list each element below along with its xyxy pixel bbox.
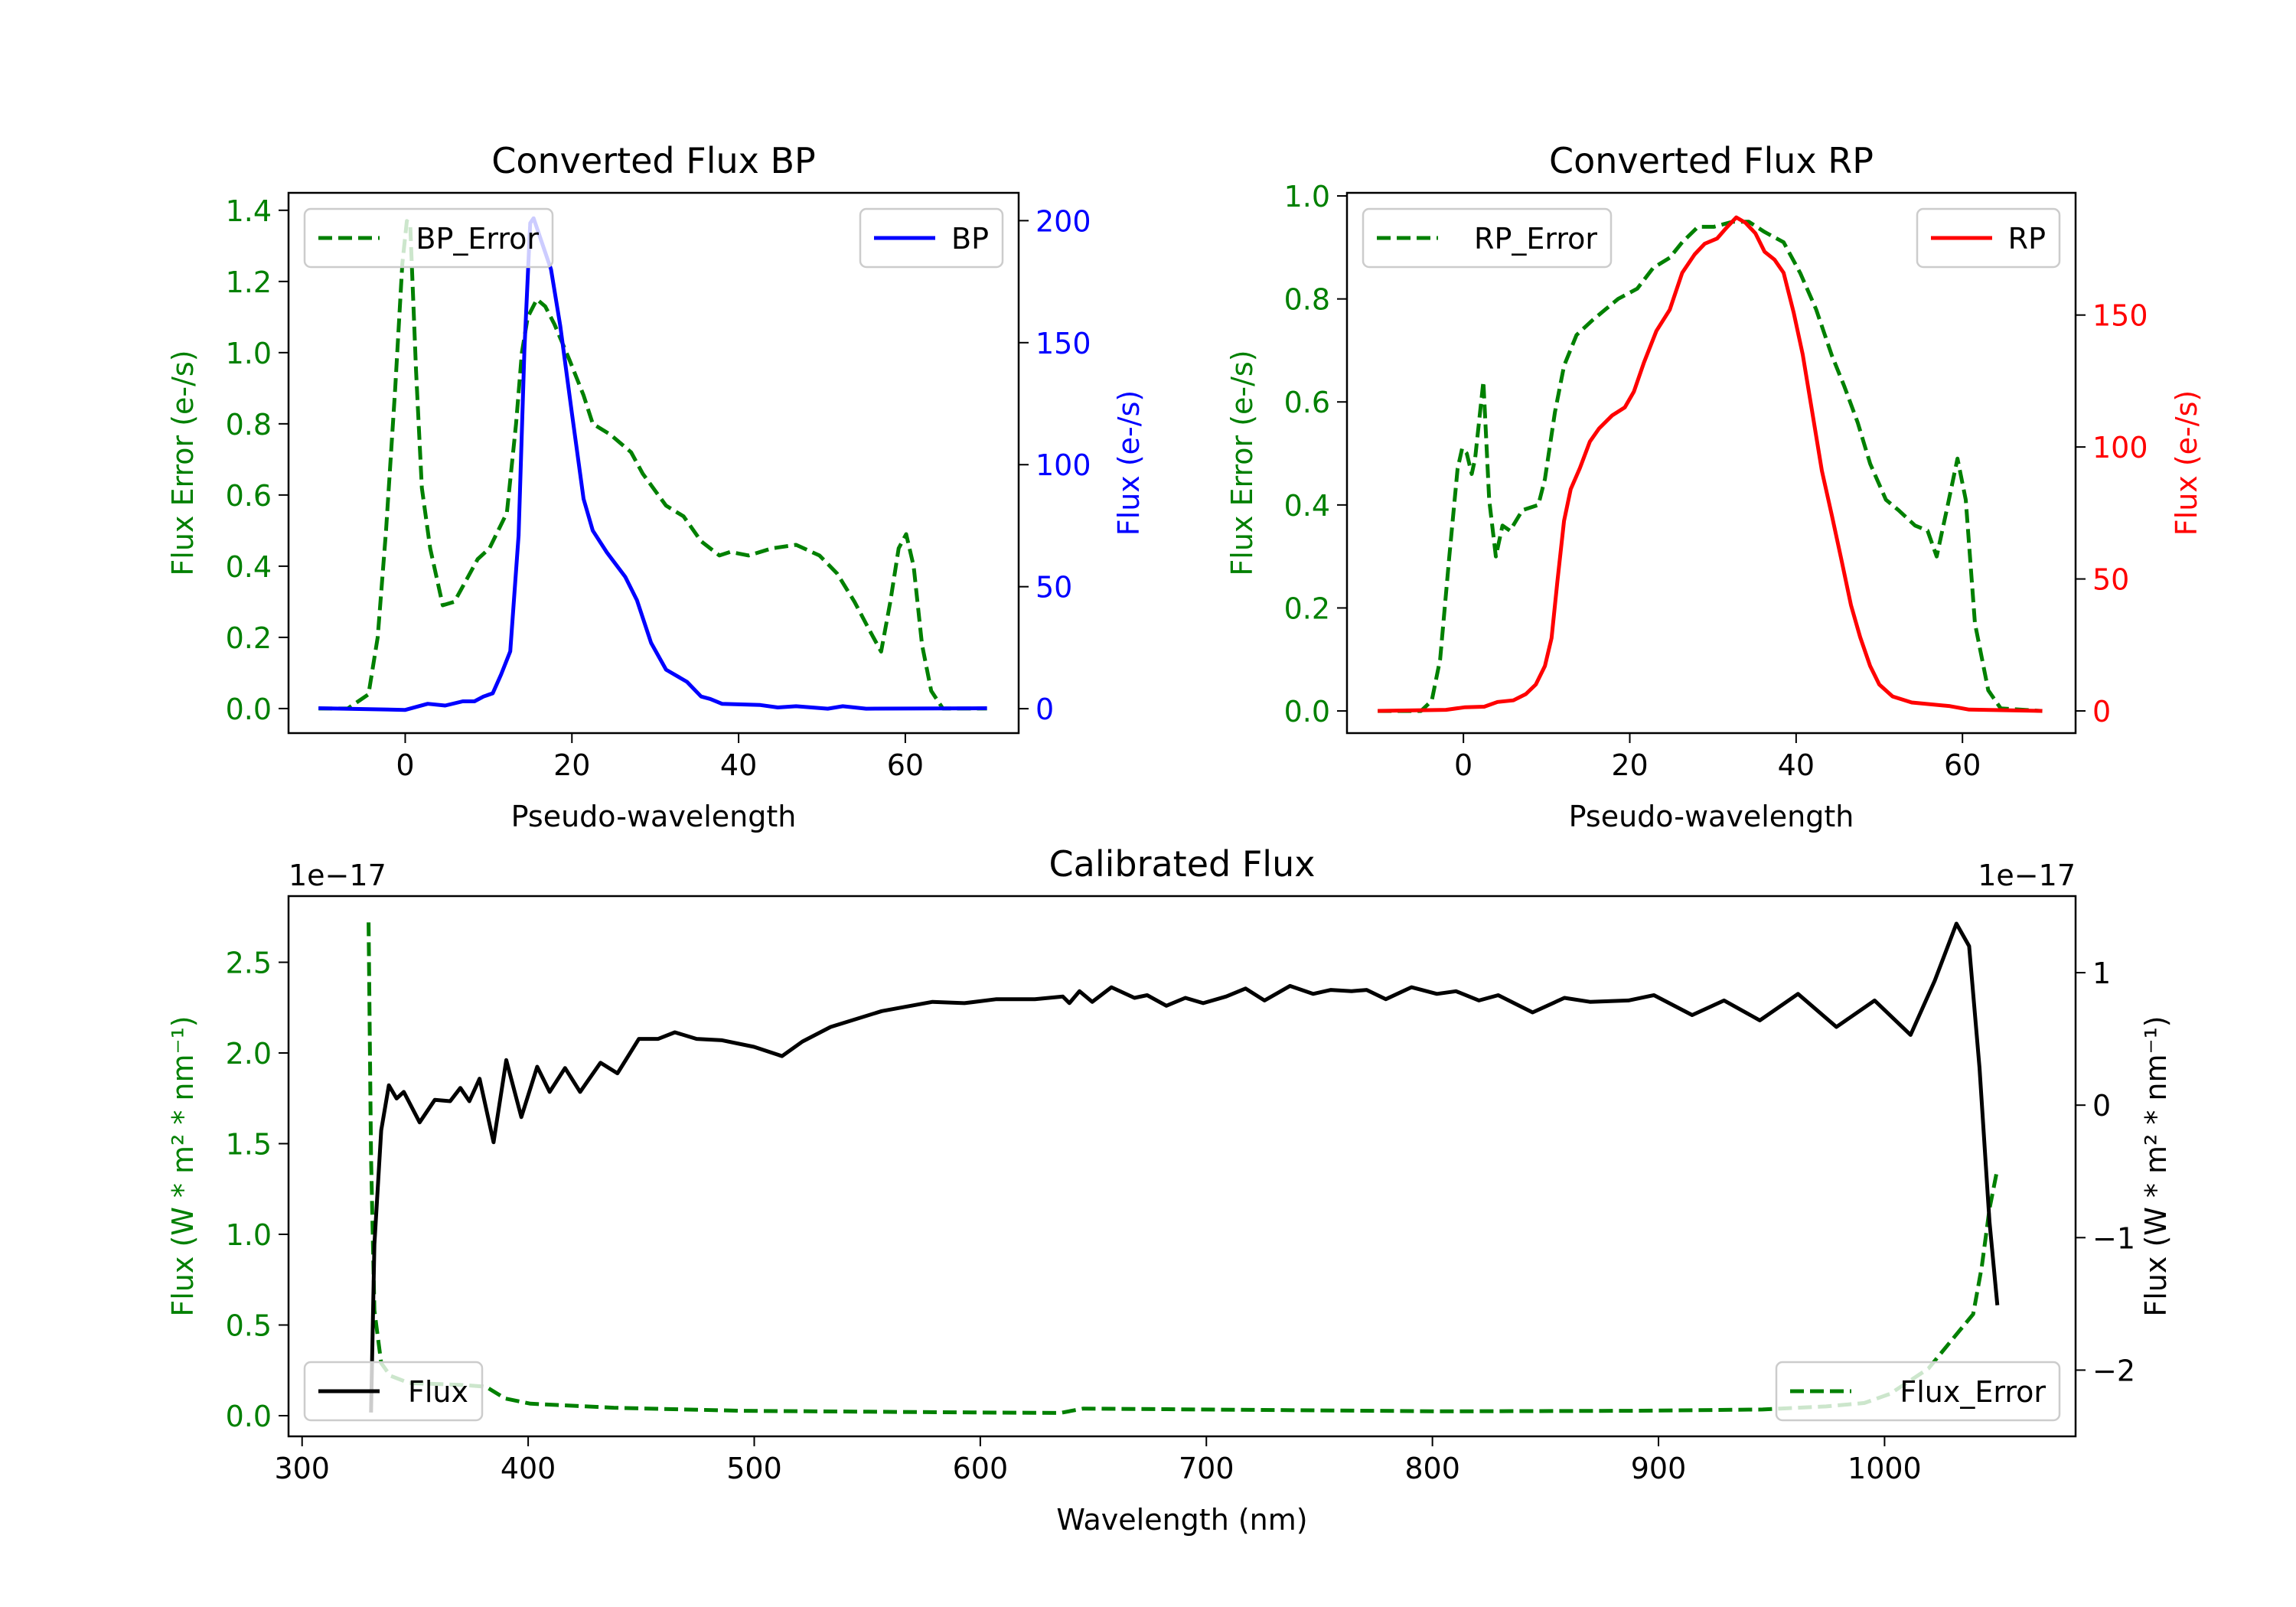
legend-label: BP: [951, 222, 989, 256]
y-left-tick-label: 0.6: [226, 479, 272, 513]
y-right-axis-label: Flux (e-/s): [1112, 390, 1146, 536]
series-line-bp: [318, 216, 987, 712]
y-left-tick-label: 2.5: [226, 947, 272, 980]
x-axis-label: Wavelength (nm): [1056, 1503, 1307, 1537]
y-left-tick-label: 1.4: [226, 194, 272, 228]
y-left-offset-text: 1e−17: [289, 859, 386, 892]
y-right-tick-label: 0: [2092, 1089, 2111, 1123]
y-left-tick-label: 0.8: [226, 408, 272, 442]
x-tick-label: 40: [720, 748, 757, 782]
legend-flux-error: Flux_Error: [1775, 1361, 2061, 1422]
y-right-offset-text: 1e−17: [1978, 859, 2076, 892]
x-tick-label: 700: [1179, 1452, 1234, 1485]
chart-title: Calibrated Flux: [1049, 843, 1316, 885]
legend-box: [303, 1361, 484, 1422]
legend-label: RP_Error: [1474, 222, 1597, 256]
axes-frame: [287, 895, 2077, 1438]
axes-frame: [287, 191, 1020, 735]
y-left-tick-label: 0.5: [226, 1309, 272, 1342]
y-left-tick-label: 0.8: [1284, 283, 1330, 317]
legend-box: [1362, 207, 1613, 269]
y-left-tick-label: 0.2: [226, 621, 272, 655]
x-tick-label: 300: [274, 1452, 330, 1485]
y-left-tick-label: 1.0: [226, 1218, 272, 1252]
series-line-rp: [1378, 215, 2043, 713]
x-tick-label: 600: [953, 1452, 1009, 1485]
x-tick-label: 40: [1778, 748, 1815, 782]
y-right-tick-label: 0: [1035, 693, 1054, 726]
y-right-tick-label: 150: [1035, 327, 1091, 360]
y-right-tick-label: 50: [1035, 571, 1072, 605]
y-left-tick-label: 0.0: [226, 1400, 272, 1433]
legend-label: Flux_Error: [1900, 1375, 2046, 1409]
x-tick-label: 400: [501, 1452, 556, 1485]
x-tick-label: 20: [1611, 748, 1648, 782]
y-left-tick-label: 0.0: [1284, 695, 1330, 729]
rp-panel: 0 20 40 60 0.0 0.2 0.4 0.6 0.8 1.0 0 50 100 150 Conver…: [1225, 140, 2203, 833]
y-left-tick-label: 2.0: [226, 1037, 272, 1071]
y-left-axis-label: Flux (W * m² * nm⁻¹): [166, 1015, 200, 1316]
bp-panel: 0 20 40 60 0.0 0.2 0.4 0.6 0.8 1.0 1.2 1.4 0 50 100 150…: [166, 140, 1146, 833]
y-left-tick-label: 0.4: [1284, 489, 1330, 523]
y-right-tick-label: 100: [2092, 431, 2148, 464]
legend-label: RP: [2008, 222, 2046, 256]
axes-frame: [1345, 191, 2077, 735]
y-right-tick-label: 0: [2092, 695, 2111, 729]
legend-bp-error: BP_Error: [303, 207, 554, 269]
legend-flux: Flux: [303, 1361, 484, 1422]
y-left-tick-label: 1.2: [226, 266, 272, 299]
y-right-axis-label: Flux (W * m² * nm⁻¹): [2139, 1015, 2173, 1316]
series-line-flux: [369, 921, 2000, 1413]
legend-label: Flux: [408, 1375, 468, 1409]
y-left-axis-label: Flux Error (e-/s): [1225, 350, 1259, 575]
x-tick-label: 500: [726, 1452, 782, 1485]
x-axis-label: Pseudo-wavelength: [1569, 800, 1854, 833]
y-left-tick-label: 1.0: [226, 337, 272, 370]
y-right-tick-label: 150: [2092, 299, 2148, 333]
legend-bp: BP: [859, 207, 1004, 269]
y-right-tick-label: 50: [2092, 563, 2129, 597]
y-left-tick-label: 1.5: [226, 1127, 272, 1161]
chart-title: Converted Flux RP: [1549, 140, 1874, 181]
x-tick-label: 0: [396, 748, 414, 782]
x-tick-label: 1000: [1848, 1452, 1922, 1485]
legend-rp-error: RP_Error: [1362, 207, 1613, 269]
y-left-tick-label: 1.0: [1284, 180, 1330, 214]
x-tick-label: 0: [1454, 748, 1473, 782]
x-tick-label: 900: [1631, 1452, 1687, 1485]
y-left-tick-label: 0.0: [226, 693, 272, 726]
y-left-tick-label: 0.2: [1284, 592, 1330, 625]
series-line-rp-error: [1378, 220, 2043, 713]
y-right-tick-label: −2: [2092, 1354, 2135, 1387]
series-line-bp-error: [318, 219, 987, 711]
x-tick-label: 60: [887, 748, 924, 782]
y-left-tick-label: 0.6: [1284, 386, 1330, 419]
x-axis-label: Pseudo-wavelength: [511, 800, 797, 833]
y-left-tick-label: 0.4: [226, 550, 272, 584]
legend-box: [1775, 1361, 2061, 1422]
legend-box: [303, 207, 554, 269]
x-tick-label: 60: [1944, 748, 1981, 782]
x-tick-label: 800: [1404, 1452, 1460, 1485]
y-right-axis-label: Flux (e-/s): [2170, 390, 2203, 536]
legend-rp: RP: [1916, 207, 2061, 269]
y-left-axis-label: Flux Error (e-/s): [166, 350, 200, 575]
y-right-tick-label: 1: [2092, 957, 2111, 990]
chart-title: Converted Flux BP: [491, 140, 816, 181]
y-right-tick-label: 200: [1035, 204, 1091, 238]
legend-label: BP_Error: [416, 222, 539, 256]
x-tick-label: 20: [553, 748, 590, 782]
calibrated-flux-panel: 300 400 500 600 700 800 900 1000 0.0 0.5 1.0 1.5 2.0…: [166, 843, 2173, 1537]
y-right-tick-label: 100: [1035, 448, 1091, 482]
y-right-tick-label: −1: [2092, 1221, 2135, 1255]
